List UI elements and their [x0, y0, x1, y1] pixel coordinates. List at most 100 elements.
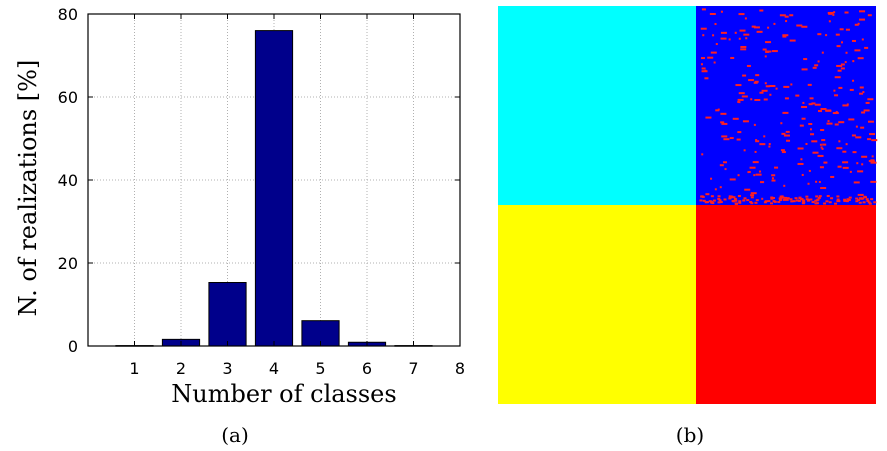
speckle — [714, 62, 716, 64]
speckle — [715, 188, 717, 190]
y-tick-label: 20 — [58, 254, 78, 273]
speckle — [779, 199, 782, 201]
speckle — [820, 166, 824, 168]
y-tick-label: 40 — [58, 171, 78, 190]
speckle — [846, 200, 849, 202]
x-tick-label: 5 — [315, 359, 325, 378]
speckle — [720, 164, 724, 166]
speckle — [748, 79, 754, 81]
speckle — [763, 135, 765, 137]
speckle — [808, 84, 812, 86]
speckle — [700, 199, 703, 201]
speckle — [854, 181, 860, 183]
speckle — [859, 202, 862, 204]
speckle — [737, 139, 741, 141]
speckle — [721, 32, 727, 34]
speckle — [836, 147, 842, 149]
speckle — [756, 199, 759, 201]
speckle — [827, 195, 830, 197]
speckle — [730, 137, 734, 139]
speckle — [825, 110, 831, 112]
speckle — [815, 181, 817, 183]
speckle — [846, 143, 848, 145]
speckle — [859, 10, 865, 12]
speckle — [786, 140, 790, 142]
speckle — [790, 83, 792, 85]
speckle — [841, 41, 843, 43]
bar-class-4 — [255, 31, 292, 346]
speckle — [705, 117, 711, 119]
x-tick-label: 6 — [362, 359, 372, 378]
speckle — [842, 104, 848, 106]
speckle — [845, 61, 847, 63]
quadrant-top-left — [498, 6, 696, 205]
speckle — [869, 160, 875, 162]
speckle — [721, 11, 723, 13]
speckle — [837, 199, 840, 201]
speckle — [866, 200, 869, 202]
speckle — [759, 143, 765, 145]
y-tick-label: 60 — [58, 88, 78, 107]
speckle — [701, 153, 703, 155]
speckle — [802, 174, 804, 176]
speckle — [738, 13, 744, 15]
speckle — [835, 123, 839, 125]
speckle — [745, 17, 747, 19]
panel-b-class-map: (b) — [498, 6, 877, 447]
speckle — [730, 178, 736, 180]
speckle — [819, 181, 821, 183]
speckle — [802, 201, 805, 203]
speckle — [854, 49, 860, 51]
speckle — [770, 202, 773, 204]
speckle — [738, 202, 741, 204]
speckle — [747, 171, 749, 173]
speckle — [825, 200, 828, 202]
speckle — [738, 99, 744, 101]
speckle — [809, 198, 812, 200]
speckle — [830, 197, 833, 199]
speckle — [787, 197, 790, 199]
speckle — [800, 158, 802, 160]
speckle — [746, 199, 749, 201]
speckle — [713, 200, 716, 202]
speckle — [782, 36, 786, 38]
speckle — [852, 134, 856, 136]
speckle — [738, 174, 740, 176]
speckle — [744, 197, 747, 199]
speckle — [850, 89, 854, 91]
speckle — [803, 58, 807, 60]
speckle — [821, 139, 825, 141]
speckle — [760, 181, 764, 183]
speckle — [701, 63, 703, 65]
speckle — [755, 151, 757, 153]
speckle — [764, 98, 768, 100]
speckle — [845, 12, 849, 14]
speckle — [870, 198, 873, 200]
speckle — [712, 34, 714, 36]
speckle — [738, 195, 741, 197]
speckle — [785, 97, 789, 99]
speckle — [866, 198, 869, 200]
speckle — [849, 197, 852, 199]
speckle — [786, 131, 790, 133]
speckle — [734, 198, 737, 200]
speckle — [789, 198, 792, 200]
speckle — [861, 156, 867, 158]
speckle — [834, 203, 837, 205]
speckle — [725, 168, 727, 170]
speckle — [820, 144, 822, 146]
speckle — [809, 103, 813, 105]
speckle — [723, 161, 727, 163]
speckle — [834, 94, 838, 96]
speckle — [729, 38, 731, 40]
speckle — [737, 131, 741, 133]
speckle — [718, 109, 720, 111]
speckle — [753, 174, 755, 176]
speckle — [783, 86, 789, 88]
speckle — [732, 200, 735, 202]
speckle — [858, 57, 864, 59]
speckle — [810, 128, 812, 130]
speckle — [772, 177, 774, 179]
speckle — [765, 51, 769, 53]
speckle — [750, 98, 752, 100]
